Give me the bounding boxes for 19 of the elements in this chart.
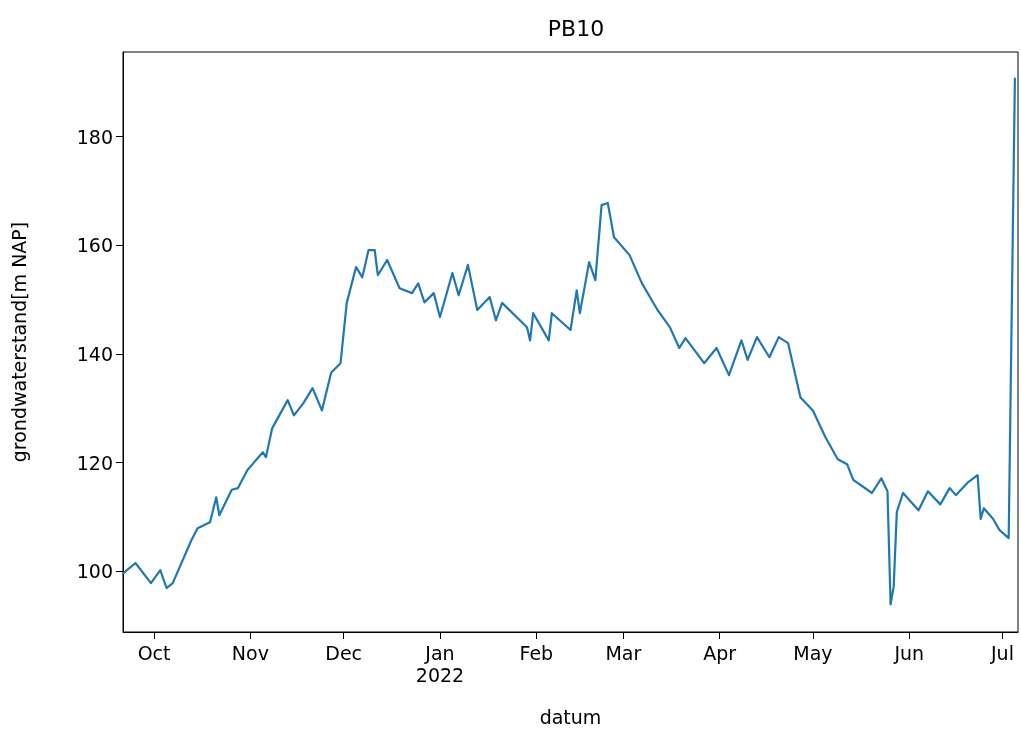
x-tick-label: Apr (703, 642, 737, 664)
y-tick-label: 160 (76, 234, 113, 257)
x-tick-label: Jul (989, 642, 1014, 664)
x-axis-title: datum (539, 705, 602, 728)
x-tick-label: Dec (325, 642, 363, 664)
chart-title: PB10 (547, 15, 605, 41)
x-tick-label: Nov (231, 642, 269, 664)
y-tick-label: 120 (76, 451, 113, 474)
y-axis-title: grondwaterstand[m NAP] (7, 221, 30, 463)
y-tick-label: 140 (76, 342, 113, 365)
y-tick-label: 180 (76, 125, 113, 148)
x-tick-label: May (793, 642, 833, 664)
x-tick-label: Mar (605, 642, 642, 664)
x-tick-label: Feb (519, 642, 554, 664)
line-series (121, 77, 1016, 606)
x-tick-label: Oct (137, 642, 171, 664)
y-tick-label: 100 (76, 560, 113, 583)
x-tick-label: Jan 2022 (415, 642, 465, 686)
x-tick-label: Jun (893, 642, 925, 664)
